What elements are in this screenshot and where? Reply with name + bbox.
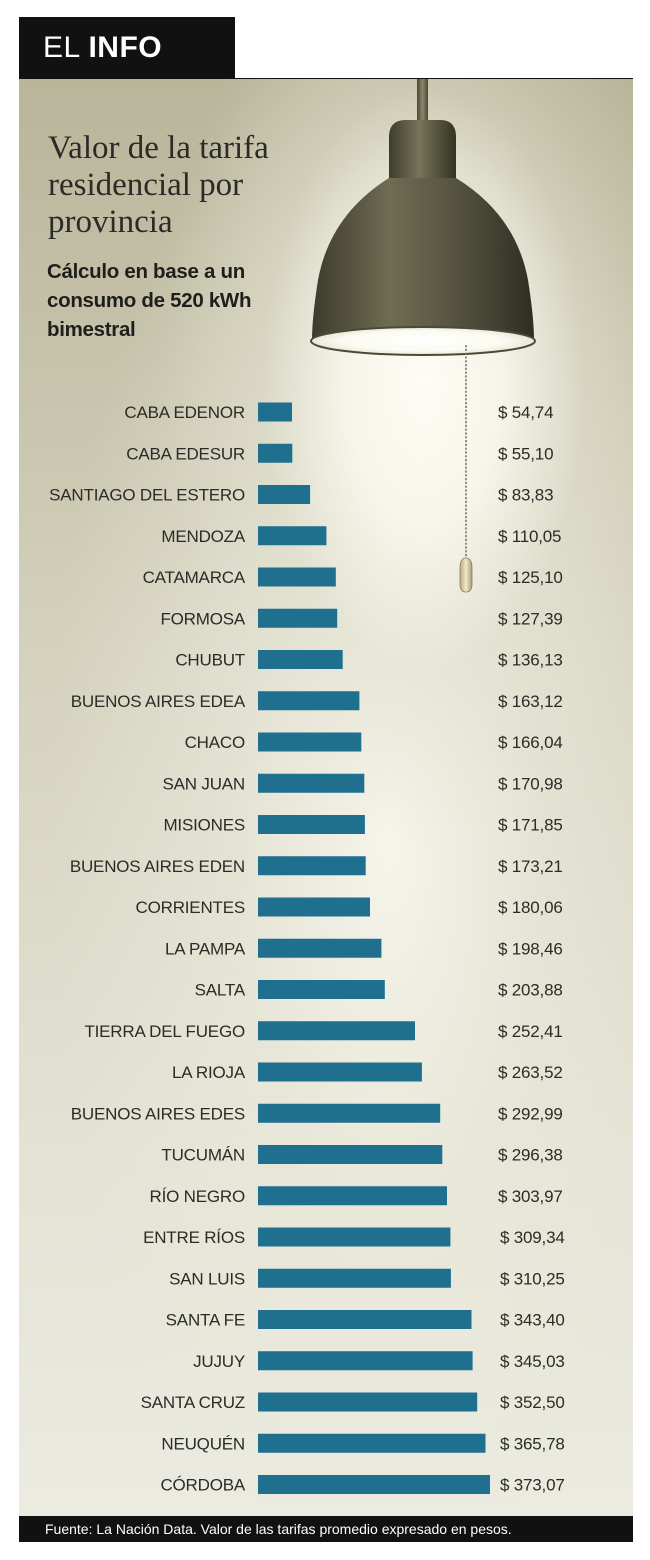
value-label-san-juan: $ 170,98	[498, 774, 563, 793]
bar-formosa	[258, 608, 338, 628]
category-label-santa-fe: SANTA FE	[166, 1311, 245, 1330]
value-label-formosa: $ 127,39	[498, 609, 563, 628]
value-label-chaco: $ 166,04	[498, 733, 563, 752]
bar-cordoba	[258, 1475, 490, 1494]
category-label-corrientes: CORRIENTES	[136, 898, 245, 917]
bar-buenos-aires-edea	[258, 691, 360, 711]
value-label-santa-cruz: $ 352,50	[500, 1393, 565, 1412]
category-label-caba-edesur: CABA EDESUR	[126, 444, 245, 463]
bar-san-juan	[258, 773, 365, 793]
category-label-santiago-del-estero: SANTIAGO DEL ESTERO	[49, 486, 245, 505]
value-label-caba-edenor: $ 54,74	[498, 403, 553, 422]
value-label-mendoza: $ 110,05	[498, 527, 561, 546]
category-label-neuquen: NEUQUÉN	[161, 1434, 245, 1453]
bar-tucuman	[258, 1145, 443, 1164]
bar-corrientes	[258, 897, 370, 917]
bar-rio-negro	[258, 1186, 447, 1206]
category-label-caba-edenor: CABA EDENOR	[124, 403, 245, 422]
bar-tierra-del-fuego	[258, 1021, 415, 1041]
value-label-salta: $ 203,88	[498, 981, 563, 1000]
category-label-buenos-aires-edes: BUENOS AIRES EDES	[71, 1104, 245, 1123]
category-label-chaco: CHACO	[185, 733, 245, 752]
value-label-catamarca: $ 125,10	[498, 568, 563, 587]
value-label-san-luis: $ 310,25	[500, 1269, 565, 1288]
chart-subtitle: Cálculo en base a un consumo de 520 kWh …	[47, 260, 252, 341]
category-label-entre-rios: ENTRE RÍOS	[143, 1228, 245, 1247]
bar-caba-edenor	[258, 402, 292, 422]
bar-misiones	[258, 815, 365, 834]
bar-caba-edesur	[258, 443, 293, 463]
value-label-buenos-aires-eden: $ 173,21	[498, 857, 563, 876]
bar-mendoza	[258, 526, 327, 546]
bar-santa-fe	[258, 1310, 472, 1329]
category-label-san-juan: SAN JUAN	[163, 774, 245, 793]
bar-buenos-aires-edes	[258, 1103, 441, 1123]
source-footer: Fuente: La Nación Data. Valor de las tar…	[19, 1516, 633, 1542]
category-label-tierra-del-fuego: TIERRA DEL FUEGO	[84, 1022, 245, 1041]
bar-neuquen	[258, 1433, 486, 1453]
bar-la-pampa	[258, 938, 382, 958]
value-label-santiago-del-estero: $ 83,83	[498, 486, 553, 505]
value-label-tucuman: $ 296,38	[498, 1146, 563, 1165]
category-label-san-luis: SAN LUIS	[169, 1269, 245, 1288]
value-label-misiones: $ 171,85	[498, 816, 563, 835]
category-label-chubut: CHUBUT	[175, 651, 245, 670]
category-label-buenos-aires-edea: BUENOS AIRES EDEA	[71, 692, 246, 711]
bar-chaco	[258, 732, 362, 752]
category-label-mendoza: MENDOZA	[161, 527, 245, 546]
value-label-rio-negro: $ 303,97	[498, 1187, 563, 1206]
header-bold: INFO	[88, 31, 163, 64]
value-label-jujuy: $ 345,03	[500, 1352, 565, 1371]
value-label-chubut: $ 136,13	[498, 651, 563, 670]
bar-catamarca	[258, 567, 336, 587]
category-label-la-pampa: LA PAMPA	[165, 939, 246, 958]
bar-la-rioja	[258, 1062, 422, 1082]
bar-santiago-del-estero	[258, 485, 311, 504]
pendant-lamp-icon	[310, 79, 536, 593]
value-label-la-rioja: $ 263,52	[498, 1063, 563, 1082]
value-label-santa-fe: $ 343,40	[500, 1311, 565, 1330]
category-label-formosa: FORMOSA	[160, 609, 245, 628]
value-label-neuquen: $ 365,78	[500, 1434, 565, 1453]
value-label-caba-edesur: $ 55,10	[498, 444, 553, 463]
category-label-buenos-aires-eden: BUENOS AIRES EDEN	[70, 857, 245, 876]
bar-chubut	[258, 650, 343, 669]
category-label-catamarca: CATAMARCA	[143, 568, 246, 587]
bar-entre-rios	[258, 1227, 451, 1247]
value-label-la-pampa: $ 198,46	[498, 939, 563, 958]
value-label-entre-rios: $ 309,34	[500, 1228, 565, 1247]
bar-salta	[258, 980, 385, 999]
bar-santa-cruz	[258, 1392, 478, 1412]
value-label-cordoba: $ 373,07	[500, 1476, 565, 1495]
category-label-santa-cruz: SANTA CRUZ	[141, 1393, 245, 1412]
bar-san-luis	[258, 1268, 451, 1288]
chart-title: Valor de la tarifa residencial por provi…	[48, 130, 269, 240]
category-label-salta: SALTA	[195, 981, 246, 1000]
value-label-corrientes: $ 180,06	[498, 898, 563, 917]
value-label-buenos-aires-edes: $ 292,99	[498, 1104, 563, 1123]
category-label-tucuman: TUCUMÁN	[161, 1146, 245, 1165]
value-label-buenos-aires-edea: $ 163,12	[498, 692, 563, 711]
header-prefix: EL	[43, 31, 80, 64]
category-label-rio-negro: RÍO NEGRO	[150, 1187, 246, 1206]
category-label-jujuy: JUJUY	[193, 1352, 245, 1371]
category-label-la-rioja: LA RIOJA	[172, 1063, 246, 1082]
bar-buenos-aires-eden	[258, 856, 366, 876]
category-label-cordoba: CÓRDOBA	[160, 1476, 245, 1495]
value-label-tierra-del-fuego: $ 252,41	[498, 1022, 563, 1041]
bar-jujuy	[258, 1351, 473, 1371]
category-label-misiones: MISIONES	[163, 816, 245, 835]
header-tab: EL INFO	[19, 17, 235, 79]
